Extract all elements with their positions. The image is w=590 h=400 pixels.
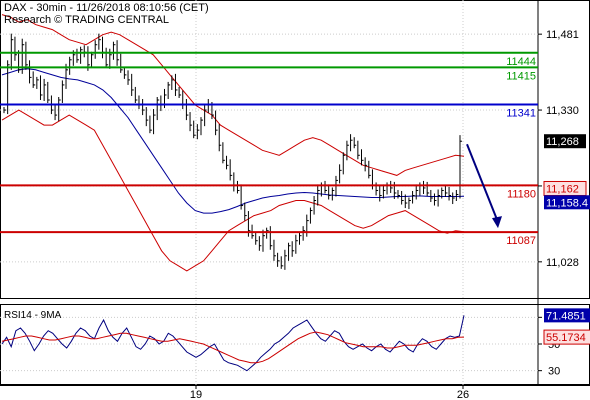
price-value-badge-label: 11,268 <box>546 136 579 148</box>
price-tick-label: 11,028 <box>546 257 579 269</box>
level-label: 11415 <box>506 70 536 82</box>
level-label: 11444 <box>506 56 536 68</box>
forecast-arrow <box>466 143 502 229</box>
chart-header-title: DAX - 30min - 11/26/2018 08:10:56 (CET) <box>4 2 209 14</box>
bollinger-lower-line <box>1 109 465 272</box>
rsi-tick-label: 30 <box>548 366 560 378</box>
bollinger-bands <box>1 14 465 272</box>
support-resistance-levels: 11444 11415 11341 11180 11087 <box>0 51 538 247</box>
moving-average <box>1 68 465 214</box>
price-value-badge-label: 11,162 <box>546 183 579 195</box>
time-tick-label: 19 <box>190 389 202 400</box>
time-tick-label: 26 <box>457 389 469 400</box>
rsi-value-badge-label: 55.1734 <box>546 332 586 344</box>
price-value-badge <box>544 134 586 149</box>
rsi-panel <box>1 315 465 372</box>
rsi-value-badge-label: 71.4851 <box>546 310 586 322</box>
rsi-line <box>1 315 465 372</box>
price-value-badge <box>544 195 590 210</box>
value-badges: 11,268 11,162 11,158.4 71.4851 55.1734 <box>543 134 590 345</box>
forecast-arrow-shaft <box>466 143 499 223</box>
rsi-value-badge <box>544 308 590 323</box>
forecast-arrow-head <box>492 216 502 229</box>
level-label: 11087 <box>506 235 536 247</box>
price-panel-frame <box>0 0 590 299</box>
rsi-ma-line <box>1 331 465 364</box>
rsi-value-badge <box>543 329 590 345</box>
price-tick-label: 11,481 <box>546 29 579 41</box>
price-tick-label: 11,330 <box>546 105 579 117</box>
level-label: 11341 <box>506 108 536 120</box>
level-label: 11180 <box>507 188 536 200</box>
price-series <box>3 33 462 270</box>
moving-average-line <box>1 68 465 214</box>
price-value-badge-label: 11,158.4 <box>546 197 588 209</box>
rsi-panel-title: RSI14 - 9MA <box>4 310 62 321</box>
chart-header-credit: Research © TRADING CENTRAL <box>4 14 169 26</box>
bollinger-upper-line <box>1 14 465 176</box>
gridlines <box>0 0 538 385</box>
